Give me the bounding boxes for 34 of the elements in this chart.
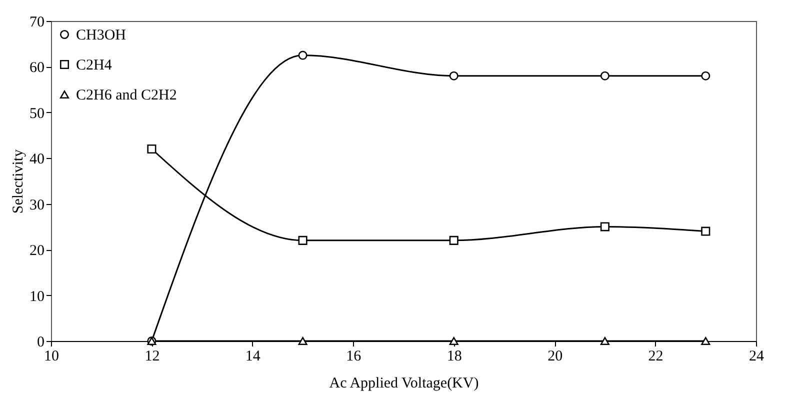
- point: [298, 336, 308, 346]
- point: [600, 336, 610, 346]
- x-tick-label: 10: [44, 348, 59, 364]
- point: [600, 222, 610, 232]
- x-tick-label: 18: [446, 348, 462, 364]
- y-tick-label: 50: [30, 106, 44, 122]
- y-tick-label: 70: [30, 14, 44, 30]
- y-tick-label: 60: [30, 60, 44, 76]
- point: [701, 71, 710, 80]
- x-tick-label: 24: [749, 348, 764, 364]
- x-tick-label: 20: [548, 348, 563, 364]
- y-tick-label: 40: [30, 152, 44, 168]
- point: [147, 144, 156, 154]
- x-tick-label: 22: [648, 348, 664, 364]
- y-tick-label: 20: [30, 243, 44, 260]
- point: [449, 71, 458, 80]
- y-tick-label: 0: [37, 334, 44, 350]
- point: [449, 236, 458, 245]
- x-tick-label: 14: [245, 348, 261, 364]
- y-tick-label: 10: [30, 288, 44, 305]
- point: [298, 50, 308, 60]
- legend-label: C2H4: [76, 58, 112, 74]
- legend-label: C2H6 and C2H2: [76, 88, 177, 104]
- point: [298, 236, 308, 245]
- point: [600, 71, 610, 80]
- x-tick-label: 16: [346, 348, 362, 364]
- x-axis-title: Ac Applied Voltage(KV): [329, 376, 479, 392]
- y-tick-label: 30: [30, 197, 44, 214]
- legend-label: CH3OH: [76, 28, 126, 44]
- point: [701, 226, 710, 236]
- point: [449, 336, 458, 346]
- y-axis-title: Selectivity: [10, 148, 26, 214]
- x-tick-label: 12: [144, 348, 160, 364]
- point: [701, 336, 710, 346]
